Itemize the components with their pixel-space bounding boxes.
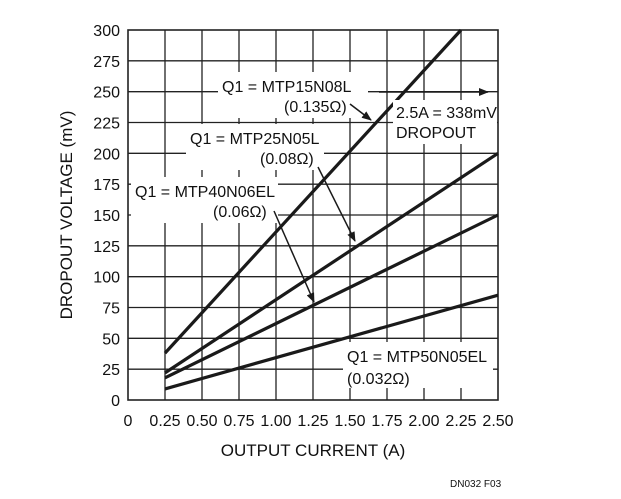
annotation-bg (343, 342, 493, 388)
y-tick-label: 0 (111, 393, 120, 410)
x-tick-label: 0 (124, 413, 133, 430)
annotation-bg (186, 124, 324, 170)
series-lines (163, 28, 499, 391)
y-tick-label: 225 (93, 116, 120, 133)
figure-code: DN032 F03 (450, 479, 502, 490)
series-line-3 (164, 293, 499, 391)
y-tick-label: 50 (102, 331, 120, 348)
tick-labels: 0 0.25 0.50 0.75 1.00 1.25 1.50 1.75 2.00 2.25 2.5… (93, 23, 513, 430)
annotation-bg (393, 100, 497, 144)
annotation-bg (218, 72, 368, 118)
x-axis-title: OUTPUT CURRENT (A) (221, 441, 406, 460)
annotation-mtp50n05el-line1: Q1 = MTP50N05EL (347, 349, 487, 366)
leader-arrow (273, 210, 315, 303)
leader-arrow (349, 103, 372, 121)
x-tick-label: 2.25 (445, 413, 476, 430)
x-tick-label: 2.00 (408, 413, 439, 430)
annotation-mtp50n05el: Q1 = MTP50N05EL (0.032Ω) (343, 342, 493, 388)
y-tick-label: 150 (93, 208, 120, 225)
annotation-mtp40n06el-line1: Q1 = MTP40N06EL (135, 184, 275, 201)
y-axis-title: DROPOUT VOLTAGE (mV) (57, 111, 76, 320)
annotation-mtp25n05l-line1: Q1 = MTP25N05L (190, 131, 320, 148)
y-tick-label: 300 (93, 23, 120, 40)
leader-arrow (317, 166, 356, 242)
annotation-dropout-line2: DROPOUT (396, 125, 476, 142)
annotation-mtp15n08l-line2: (0.135Ω) (284, 99, 347, 116)
x-tick-label: 1.50 (334, 413, 365, 430)
annotation-dropout-line1: 2.5A = 338mV (396, 105, 497, 122)
y-tick-label: 275 (93, 54, 120, 71)
annotation-dropout: 2.5A = 338mV DROPOUT (379, 88, 497, 144)
annotation-bg (131, 177, 278, 223)
y-tick-label: 125 (93, 239, 120, 256)
annotation-mtp25n05l: Q1 = MTP25N05L (0.08Ω) (186, 124, 356, 242)
annotation-mtp40n06el-line2: (0.06Ω) (213, 204, 267, 221)
y-tick-label: 250 (93, 85, 120, 102)
annotation-mtp50n05el-line2: (0.032Ω) (347, 371, 410, 388)
y-tick-label: 200 (93, 146, 120, 163)
x-tick-label: 0.50 (186, 413, 217, 430)
annotation-mtp15n08l-line1: Q1 = MTP15N08L (222, 79, 352, 96)
y-tick-label: 175 (93, 177, 120, 194)
annotation-mtp40n06el: Q1 = MTP40N06EL (0.06Ω) (131, 177, 315, 303)
y-tick-label: 75 (102, 301, 120, 318)
series-line-2 (164, 213, 499, 380)
y-tick-label: 25 (102, 362, 120, 379)
x-tick-label: 1.25 (297, 413, 328, 430)
y-tick-label: 100 (93, 270, 120, 287)
x-tick-label: 1.00 (260, 413, 291, 430)
x-tick-label: 0.75 (223, 413, 254, 430)
x-tick-label: 0.25 (149, 413, 180, 430)
x-tick-label: 2.50 (482, 413, 513, 430)
series-line-1 (164, 151, 499, 375)
x-tick-label: 1.75 (371, 413, 402, 430)
annotation-mtp15n08l: Q1 = MTP15N08L (0.135Ω) (218, 72, 372, 121)
annotation-mtp25n05l-line2: (0.08Ω) (260, 151, 314, 168)
series-line-0 (163, 28, 463, 355)
